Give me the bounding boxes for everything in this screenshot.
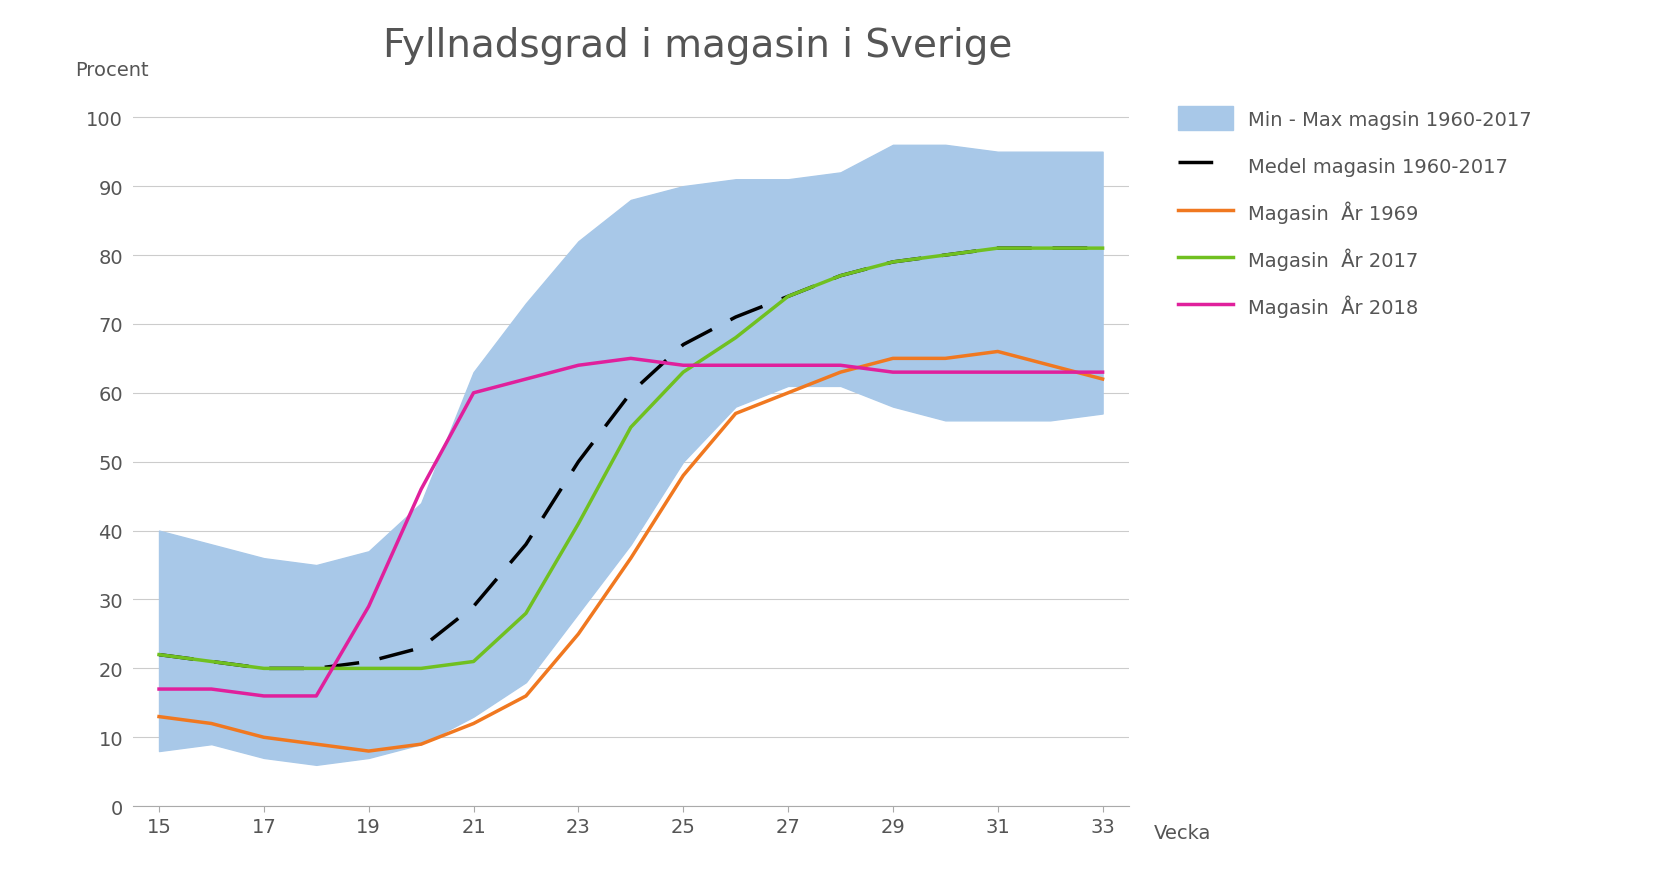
Text: Procent: Procent — [75, 61, 148, 81]
Legend: Min - Max magsin 1960-2017, Medel magasin 1960-2017, Magasin  År 1969, Magasin  : Min - Max magsin 1960-2017, Medel magasi… — [1179, 107, 1532, 320]
Text: Fyllnadsgrad i magasin i Sverige: Fyllnadsgrad i magasin i Sverige — [382, 27, 1013, 65]
Text: Vecka: Vecka — [1154, 823, 1212, 843]
